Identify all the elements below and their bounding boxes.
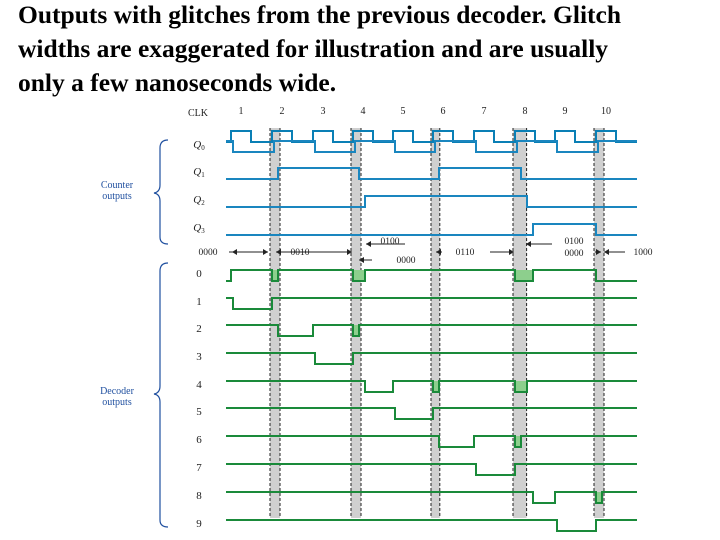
decoder-label: 1 [196, 296, 202, 308]
glitch-marker [272, 270, 278, 281]
decoder-group-label: Decoder [100, 386, 135, 397]
clk-number: 5 [401, 106, 406, 117]
state-label: 0000 [565, 249, 584, 259]
clk-number: 6 [441, 106, 446, 117]
state-arrow-head [347, 249, 352, 255]
state-arrow-head [232, 249, 237, 255]
decoder-label: 7 [196, 462, 202, 474]
decoder-label: 2 [196, 323, 202, 335]
state-arrow-head [263, 249, 268, 255]
state-label: 0110 [456, 248, 475, 258]
decoder-label: 4 [196, 379, 202, 391]
state-label: 0100 [381, 237, 400, 247]
glitch-band-5 [594, 128, 604, 518]
decoder-9-waveform [226, 519, 637, 532]
state-label: 0010 [291, 248, 310, 258]
decoder-8-waveform [226, 491, 637, 504]
clk-number: 4 [361, 106, 366, 117]
decoder-label: 8 [196, 490, 202, 502]
slide-title: Outputs with glitches from the previous … [18, 0, 622, 97]
glitch-marker [515, 436, 521, 447]
state-arrow-head [596, 249, 601, 255]
glitch-band-2 [351, 128, 361, 518]
decoder-6-waveform [226, 435, 637, 448]
state-label: 0000 [199, 248, 218, 258]
clk-number: 8 [523, 106, 528, 117]
clk-number: 1 [239, 106, 244, 117]
glitch-band-3 [431, 128, 440, 518]
decoder-brace [153, 262, 169, 528]
q2-waveform [226, 195, 637, 208]
glitch-band-4 [513, 128, 527, 518]
state-label: 1000 [634, 248, 653, 258]
glitch-band-1 [270, 128, 280, 518]
state-arrow-head [276, 249, 281, 255]
state-arrow-head [436, 249, 441, 255]
decoder-label: 9 [196, 518, 202, 530]
state-arrow-head [509, 249, 514, 255]
state-label: 0100 [565, 237, 584, 247]
q0-label: Q0 [193, 139, 205, 152]
decoder-label: 5 [196, 406, 202, 418]
q1-label: Q1 [193, 166, 205, 179]
decoder-2-waveform [226, 324, 637, 337]
glitch-marker [353, 325, 359, 336]
clk-number: 7 [482, 106, 487, 117]
clk-label: CLK [188, 108, 209, 119]
glitch-marker [353, 270, 365, 281]
decoder-label: 0 [196, 268, 202, 280]
q3-label: Q3 [193, 222, 205, 235]
decoder-label: 6 [196, 434, 202, 446]
state-arrow-head [366, 241, 371, 247]
q2-label: Q2 [193, 194, 205, 207]
state-arrow-head [359, 257, 364, 263]
decoder-5-waveform [226, 407, 637, 420]
q1-waveform [226, 167, 637, 180]
clk-number: 2 [280, 106, 285, 117]
clock-waveform [226, 130, 637, 143]
state-arrow-head [604, 249, 609, 255]
state-label: 0000 [397, 256, 416, 266]
decoder-4-waveform [226, 380, 637, 393]
decoder-0-waveform [226, 269, 637, 282]
q3-waveform [226, 223, 637, 236]
diagram-background [88, 102, 660, 540]
timing-diagram: CLK 1 2 3 4 5 6 7 8 9 10 Q0 Q1 Q2 Q3 0 1 2 3 4 5 6 7 8 9 Counter o… [88, 102, 660, 540]
decoder-group-label: outputs [102, 397, 132, 408]
decoder-7-waveform [226, 463, 637, 476]
counter-group-label: outputs [102, 191, 132, 202]
clk-number: 10 [601, 106, 611, 117]
glitch-marker [596, 492, 602, 503]
clk-number: 3 [321, 106, 326, 117]
state-arrow-head [526, 241, 531, 247]
counter-group-label: Counter [101, 180, 134, 191]
counter-brace [153, 139, 169, 245]
glitch-marker [515, 381, 527, 392]
decoder-label: 3 [196, 351, 202, 363]
clk-number: 9 [563, 106, 568, 117]
decoder-1-waveform [226, 297, 637, 310]
glitch-marker [515, 270, 533, 281]
decoder-3-waveform [226, 352, 637, 365]
glitch-marker [433, 381, 439, 392]
q0-waveform [226, 140, 637, 153]
